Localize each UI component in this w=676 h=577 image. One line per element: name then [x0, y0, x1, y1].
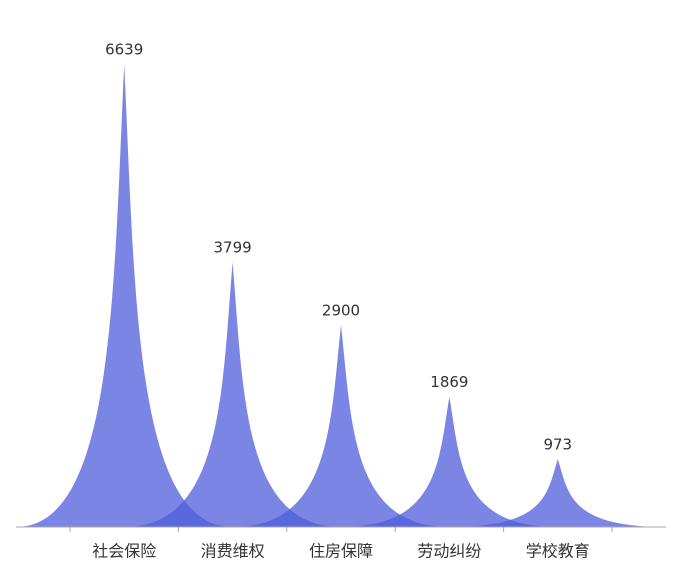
peak: [449, 459, 667, 527]
peak: [124, 262, 341, 527]
x-tick-label: 消费维权: [201, 542, 265, 561]
x-tick-label: 社会保险: [92, 542, 156, 561]
value-label: 3799: [214, 239, 252, 257]
peak: [15, 64, 233, 527]
value-label: 2900: [322, 301, 360, 319]
value-label: 1869: [430, 373, 468, 391]
x-tick-label: 学校教育: [526, 542, 590, 561]
value-label: 6639: [105, 41, 143, 59]
x-tick-label: 住房保障: [309, 542, 373, 561]
peak: [232, 324, 450, 527]
x-tick-label: 劳动纠纷: [417, 542, 481, 561]
value-label: 973: [543, 436, 572, 454]
peak: [341, 396, 558, 527]
